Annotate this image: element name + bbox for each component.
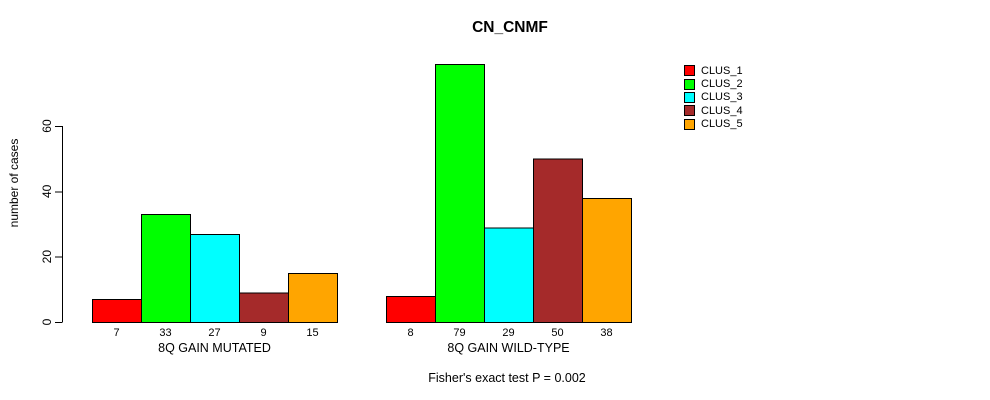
y-tick-label: 40: [40, 184, 54, 198]
bar-value-label: 29: [502, 327, 514, 339]
bar-CLUS_2: [141, 214, 191, 323]
bar-value-label: 8: [407, 327, 413, 339]
legend: CLUS_1 CLUS_2 CLUS_3 CLUS_4 CLUS_5: [684, 64, 743, 131]
legend-label: CLUS_3: [701, 91, 743, 104]
legend-item: CLUS_5: [684, 118, 743, 131]
chart-title: CN_CNMF: [472, 19, 548, 36]
annotation-text: Fisher's exact test P = 0.002: [428, 371, 586, 385]
category-label: 8Q GAIN MUTATED: [158, 341, 271, 355]
bar-value-label: 15: [306, 327, 318, 339]
legend-label: CLUS_1: [701, 64, 743, 77]
bar-value-label: 7: [113, 327, 119, 339]
category-label: 8Q GAIN WILD-TYPE: [447, 341, 569, 355]
legend-swatch: [684, 118, 695, 130]
y-axis-title: number of cases: [7, 138, 21, 228]
legend-label: CLUS_2: [701, 78, 743, 91]
bar-CLUS_3: [190, 233, 240, 323]
bar-value-label: 33: [159, 327, 171, 339]
legend-item: CLUS_3: [684, 91, 743, 104]
legend-swatch: [684, 65, 695, 77]
legend-item: CLUS_2: [684, 77, 743, 90]
bar-CLUS_1: [386, 295, 436, 324]
bar-value-label: 9: [260, 327, 266, 339]
y-tick-label: 0: [40, 318, 54, 325]
legend-swatch: [684, 78, 695, 90]
bar-CLUS_5: [288, 273, 338, 323]
legend-swatch: [684, 105, 695, 117]
legend-label: CLUS_5: [701, 118, 743, 131]
legend-swatch: [684, 91, 695, 103]
legend-label: CLUS_4: [701, 104, 743, 117]
bar-value-label: 38: [600, 327, 612, 339]
legend-item: CLUS_4: [684, 104, 743, 117]
y-tick-label: 20: [40, 250, 54, 264]
bar-value-label: 79: [453, 327, 465, 339]
y-tick-label: 60: [40, 119, 54, 133]
bar-CLUS_1: [92, 299, 142, 323]
bar-CLUS_4: [533, 158, 583, 323]
bar-CLUS_4: [239, 292, 289, 324]
bar-CLUS_2: [435, 63, 485, 324]
legend-item: CLUS_1: [684, 64, 743, 77]
bar-CLUS_3: [484, 227, 534, 323]
bar-value-label: 50: [551, 327, 563, 339]
bar-CLUS_5: [582, 197, 632, 323]
bar-value-label: 27: [208, 327, 220, 339]
